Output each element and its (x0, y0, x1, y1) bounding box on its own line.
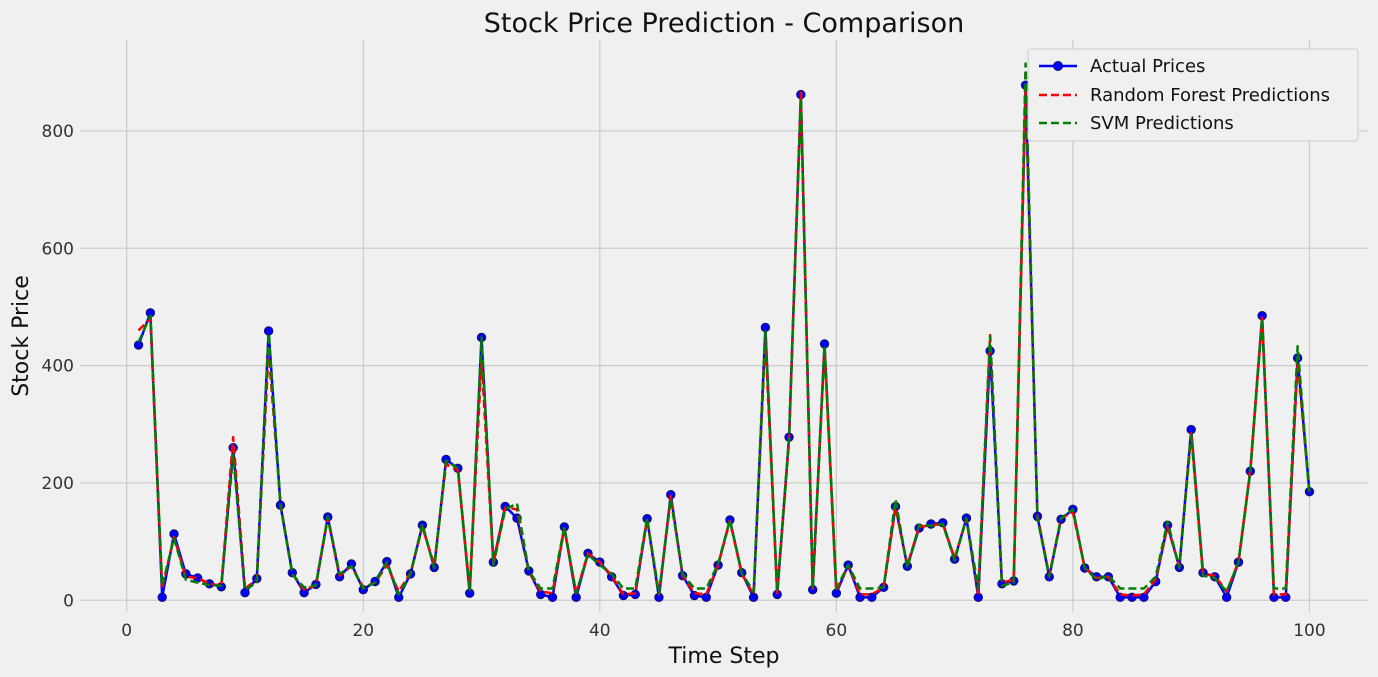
y-tick-label: 0 (63, 591, 74, 611)
legend: Actual Prices Random Forest Predictions … (1027, 48, 1359, 142)
y-tick-label: 200 (42, 474, 74, 494)
data-point-actual-prices (547, 592, 558, 603)
data-point-actual-prices (1139, 592, 1149, 603)
y-tick-label: 600 (42, 239, 74, 259)
data-point-actual-prices (1221, 592, 1232, 603)
x-tick-label: 60 (826, 621, 848, 641)
x-tick-label: 20 (352, 621, 374, 641)
x-tick-label: 40 (589, 621, 611, 641)
y-axis-label: Stock Price (9, 275, 34, 397)
ticks: 0 20 40 60 80 100 0 200 400 600 800 (42, 122, 1326, 641)
series-line-svm (137, 62, 1311, 596)
legend-label-actual: Actual Prices (1090, 56, 1205, 77)
data-point-actual-prices (867, 592, 877, 603)
legend-entry-actual: Actual Prices (1039, 56, 1205, 77)
data-point-actual-prices (263, 326, 274, 336)
legend-marker-actual (1053, 61, 1063, 71)
x-tick-label: 80 (1062, 621, 1084, 641)
data-point-actual-prices (831, 588, 842, 598)
series-line-random-forest (137, 88, 1311, 597)
data-point-actual-prices (157, 592, 167, 603)
legend-entry-svm: SVM Predictions (1039, 113, 1234, 134)
data-point-actual-prices (748, 592, 759, 603)
data-point-actual-prices (701, 592, 711, 603)
legend-label-svm: SVM Predictions (1090, 113, 1234, 134)
y-tick-label: 400 (42, 357, 74, 377)
y-tick-label: 800 (42, 122, 74, 142)
x-tick-label: 100 (1293, 621, 1325, 641)
data-point-actual-prices (535, 589, 546, 600)
x-axis-label: Time Step (668, 644, 780, 669)
legend-entry-random-forest: Random Forest Predictions (1039, 85, 1330, 106)
data-point-actual-prices (760, 322, 771, 333)
legend-frame (1027, 48, 1359, 142)
series-layer (133, 62, 1315, 603)
x-tick-label: 0 (121, 621, 132, 641)
chart-title: Stock Price Prediction - Comparison (484, 8, 964, 39)
data-point-actual-prices (240, 587, 250, 598)
legend-label-random-forest: Random Forest Predictions (1090, 85, 1330, 106)
